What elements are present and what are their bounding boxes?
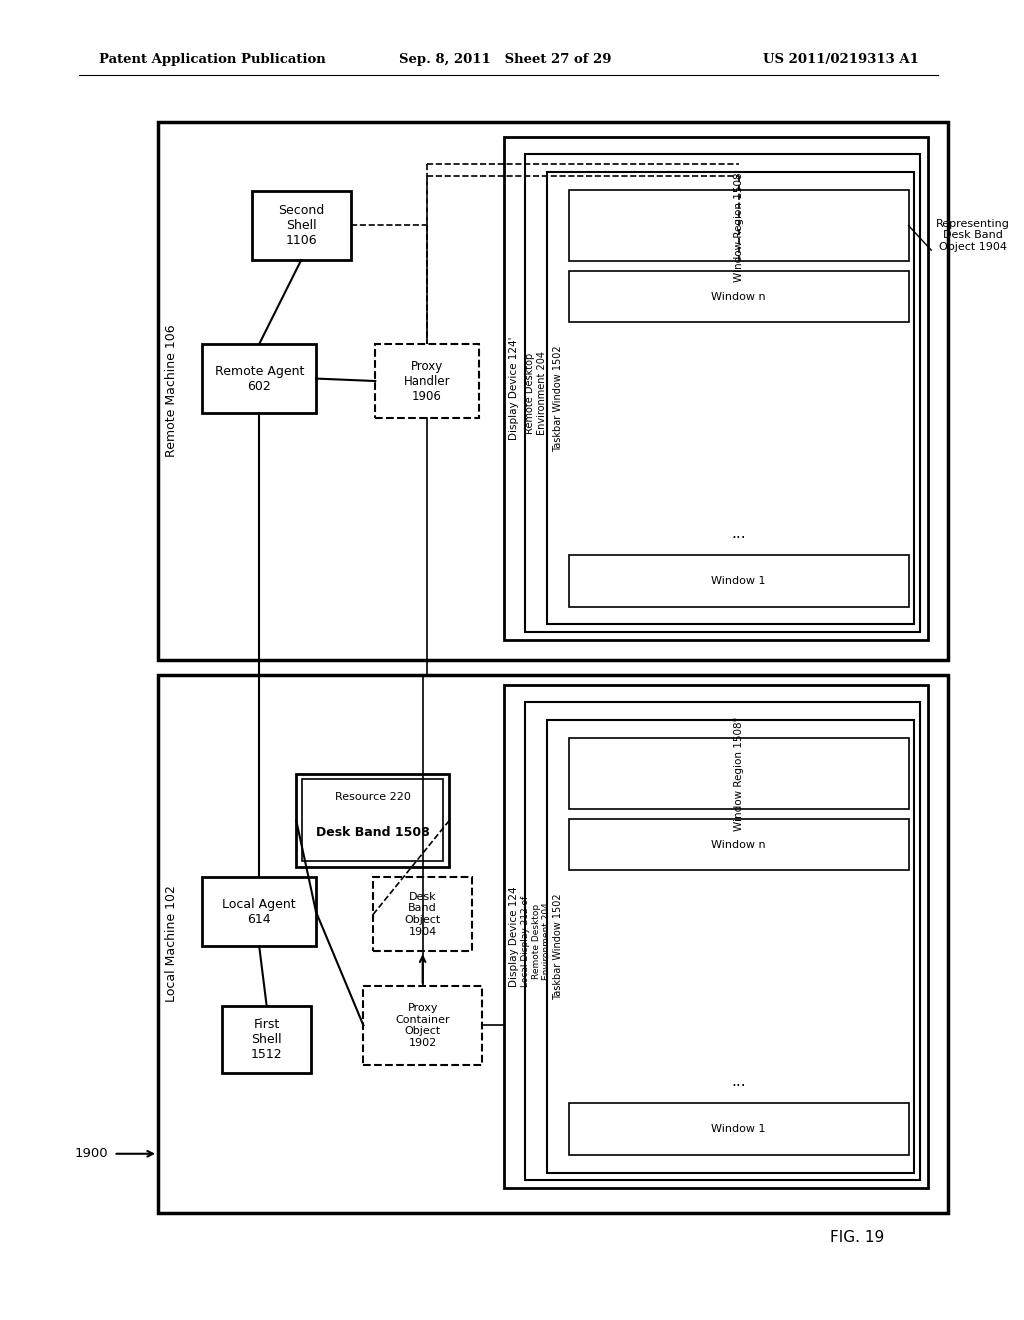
Bar <box>364 986 482 1065</box>
Text: Remote Machine 106: Remote Machine 106 <box>165 325 178 457</box>
Text: US 2011/0219313 A1: US 2011/0219313 A1 <box>763 53 919 66</box>
Bar <box>222 1006 311 1073</box>
Bar <box>547 721 914 1172</box>
Text: Representing
Desk Band
Object 1904: Representing Desk Band Object 1904 <box>936 219 1010 252</box>
Bar <box>525 154 921 632</box>
Text: Patent Application Publication: Patent Application Publication <box>98 53 326 66</box>
Text: Window Region 1508": Window Region 1508" <box>733 717 743 830</box>
Bar <box>568 190 908 261</box>
Text: Remote Agent
602: Remote Agent 602 <box>215 364 304 392</box>
Bar <box>568 271 908 322</box>
Text: Second
Shell
1106: Second Shell 1106 <box>279 205 325 247</box>
Bar <box>568 818 908 870</box>
Text: Window 1: Window 1 <box>712 576 766 586</box>
Text: Window 1: Window 1 <box>712 1125 766 1134</box>
Text: Display Device 124: Display Device 124 <box>510 886 519 987</box>
Bar <box>158 675 948 1213</box>
Bar <box>296 774 450 867</box>
Text: Window Region 1508': Window Region 1508' <box>733 169 743 281</box>
Bar <box>568 1104 908 1155</box>
Bar <box>504 685 928 1188</box>
Text: Display Device 124': Display Device 124' <box>510 337 519 440</box>
Bar <box>568 738 908 809</box>
Text: Desk
Band
Object
1904: Desk Band Object 1904 <box>404 892 440 937</box>
Bar <box>547 172 914 624</box>
Text: ...: ... <box>731 527 745 541</box>
Text: Local Machine 102: Local Machine 102 <box>165 886 178 1002</box>
Text: Window n: Window n <box>712 840 766 850</box>
Bar <box>374 878 472 952</box>
Text: FIG. 19: FIG. 19 <box>829 1230 884 1245</box>
Text: Local Display 212 of
Remote Desktop
Environment 204: Local Display 212 of Remote Desktop Envi… <box>521 896 551 987</box>
Text: Sep. 8, 2011   Sheet 27 of 29: Sep. 8, 2011 Sheet 27 of 29 <box>399 53 612 66</box>
Text: Local Agent
614: Local Agent 614 <box>222 898 296 925</box>
Text: Taskbar Window 1502: Taskbar Window 1502 <box>553 894 563 999</box>
Text: Desk Band 1508: Desk Band 1508 <box>316 826 430 840</box>
Bar <box>203 878 316 946</box>
Text: 1900: 1900 <box>75 1147 109 1160</box>
Bar <box>568 556 908 607</box>
Text: Proxy
Handler
1906: Proxy Handler 1906 <box>403 359 451 403</box>
Text: ...: ... <box>731 1074 745 1089</box>
Bar <box>525 702 921 1180</box>
Text: Resource 220: Resource 220 <box>335 792 411 803</box>
Text: Proxy
Container
Object
1902: Proxy Container Object 1902 <box>395 1003 450 1048</box>
Bar <box>158 121 948 660</box>
Bar <box>375 345 479 418</box>
Bar <box>504 137 928 640</box>
Text: Remote Desktop
Environment 204: Remote Desktop Environment 204 <box>525 351 547 436</box>
Bar <box>302 780 443 862</box>
Bar <box>252 191 350 260</box>
Text: Taskbar Window 1502: Taskbar Window 1502 <box>553 345 563 451</box>
Text: Window n: Window n <box>712 292 766 301</box>
Bar <box>203 345 316 413</box>
Text: First
Shell
1512: First Shell 1512 <box>251 1018 283 1061</box>
